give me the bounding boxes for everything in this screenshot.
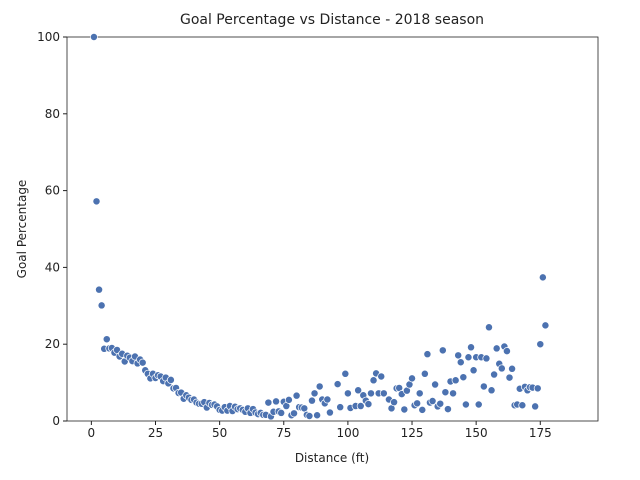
- point: [290, 409, 298, 418]
- point: [408, 374, 416, 383]
- point: [415, 389, 424, 398]
- point: [390, 398, 399, 407]
- point: [423, 350, 432, 359]
- point: [284, 395, 293, 404]
- y-tick-label: 100: [37, 30, 60, 44]
- x-tick-label: 25: [148, 426, 163, 440]
- point: [310, 389, 319, 398]
- point: [541, 321, 550, 330]
- point: [277, 408, 286, 417]
- point: [89, 33, 98, 41]
- x-tick-label: 0: [88, 426, 96, 440]
- point: [482, 354, 491, 363]
- point: [379, 389, 388, 398]
- point: [461, 400, 470, 409]
- point: [533, 384, 542, 393]
- point: [315, 382, 324, 391]
- point: [485, 323, 493, 332]
- point: [333, 380, 342, 389]
- point: [451, 376, 460, 385]
- x-tick-label: 150: [465, 426, 488, 440]
- point: [467, 343, 475, 352]
- point: [487, 386, 496, 395]
- point: [400, 405, 409, 414]
- point: [95, 285, 104, 294]
- point: [356, 402, 365, 410]
- point: [166, 375, 175, 384]
- y-tick-label: 80: [45, 107, 60, 121]
- chart-title: Goal Percentage vs Distance - 2018 seaso…: [180, 12, 484, 28]
- point: [341, 369, 350, 378]
- point: [536, 340, 545, 349]
- point: [369, 376, 378, 385]
- point: [443, 405, 452, 414]
- point: [102, 335, 111, 344]
- plot-frame: [66, 36, 599, 422]
- point: [518, 401, 527, 410]
- point: [377, 372, 386, 381]
- point: [531, 402, 540, 411]
- point: [428, 397, 437, 405]
- point: [469, 366, 478, 375]
- point: [456, 358, 465, 367]
- point: [418, 405, 427, 414]
- point: [454, 351, 463, 360]
- y-axis-label: Goal Percentage: [15, 180, 29, 279]
- point: [313, 411, 322, 420]
- x-tick-label: 100: [336, 426, 359, 440]
- point: [364, 400, 373, 409]
- point: [354, 386, 363, 395]
- point: [479, 382, 488, 391]
- point: [459, 373, 468, 382]
- point: [92, 197, 101, 206]
- y-tick-label: 40: [45, 260, 60, 274]
- y-tick-label: 60: [45, 184, 60, 198]
- point: [474, 400, 483, 409]
- point: [538, 273, 547, 282]
- x-axis-label: Distance (ft): [295, 451, 369, 465]
- point: [323, 395, 332, 404]
- point: [505, 373, 514, 382]
- x-tick-label: 50: [212, 426, 227, 440]
- point: [436, 399, 445, 408]
- y-tick-label: 20: [45, 337, 60, 351]
- point: [413, 399, 422, 408]
- point: [449, 389, 458, 398]
- x-tick-label: 125: [401, 426, 424, 440]
- point: [305, 412, 314, 420]
- point: [497, 364, 506, 373]
- x-tick-label: 75: [276, 426, 291, 440]
- point: [292, 391, 301, 400]
- point: [264, 398, 273, 407]
- point: [438, 346, 447, 355]
- x-tick-label: 175: [529, 426, 552, 440]
- point: [420, 369, 429, 378]
- point: [431, 380, 440, 389]
- point: [367, 389, 375, 398]
- point: [492, 344, 501, 353]
- point: [441, 388, 450, 397]
- point: [464, 353, 473, 362]
- point: [300, 404, 309, 413]
- point: [272, 397, 281, 406]
- point: [502, 347, 511, 356]
- point: [97, 301, 106, 310]
- point: [508, 364, 517, 373]
- point: [308, 396, 316, 405]
- point: [336, 403, 345, 412]
- point: [490, 370, 499, 379]
- y-tick-label: 0: [52, 414, 60, 428]
- point: [325, 408, 334, 417]
- point: [138, 358, 147, 367]
- point: [343, 389, 352, 398]
